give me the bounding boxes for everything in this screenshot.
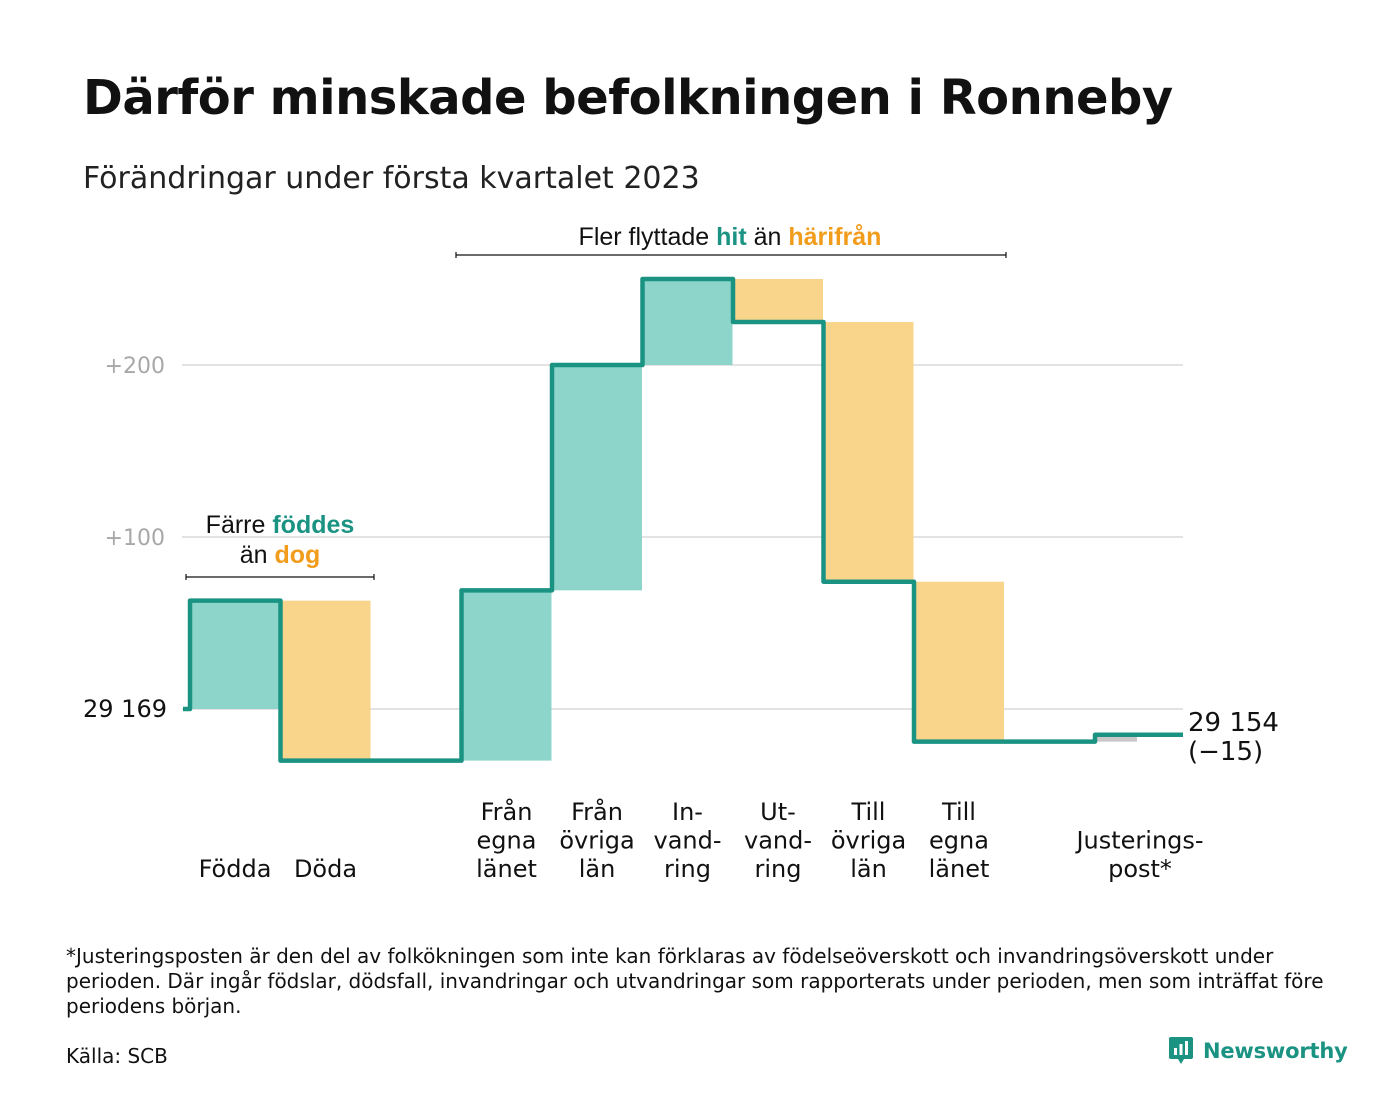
category-label-line: Födda — [199, 855, 272, 883]
waterfall-bar — [733, 279, 823, 322]
category-label-line: länet — [929, 855, 990, 883]
bars — [190, 279, 1137, 761]
category-label-line: övriga — [831, 827, 906, 855]
category-label-line: egna — [929, 827, 989, 855]
step-line-group — [183, 276, 1183, 763]
annotation-highlight: dog — [274, 541, 320, 569]
annotation-text: än — [747, 223, 789, 251]
category-label: Döda — [294, 855, 357, 883]
waterfall-bar — [461, 590, 552, 761]
annotation-highlight: hit — [716, 223, 747, 251]
waterfall-bar — [642, 279, 733, 365]
category-label-line: Ut- — [760, 798, 796, 826]
category-label-line: övriga — [559, 827, 634, 855]
chart-subtitle: Förändringar under första kvartalet 2023 — [83, 161, 700, 196]
brand-logo[interactable]: Newsworthy — [1168, 1036, 1348, 1066]
waterfall-bar — [914, 581, 1004, 742]
waterfall-bar — [823, 322, 914, 582]
category-label-line: län — [850, 855, 887, 883]
chart-title: Därför minskade befolkningen i Ronneby — [83, 70, 1173, 126]
annotation-highlight: föddes — [272, 511, 354, 539]
waterfall-bar — [190, 600, 280, 709]
footnote: *Justeringsposten är den del av folkökni… — [66, 944, 1324, 1018]
category-label-line: In- — [672, 798, 703, 826]
start-value-label: 29 169 — [83, 695, 167, 723]
category-label: Från övriga län — [559, 797, 634, 883]
category-label-line: ring — [755, 855, 802, 883]
category-label: Från egna länet — [476, 797, 537, 883]
annotation-text: Fler flyttade — [579, 223, 717, 251]
end-value-label: 29 154 — [1188, 708, 1279, 738]
category-label: Ut-vand-ring — [744, 798, 812, 883]
births-annotation-line2: än dog — [240, 541, 321, 569]
category-label-line: länet — [476, 855, 537, 883]
category-label-line: Justerings- — [1074, 827, 1203, 855]
category-label-line: ring — [664, 855, 711, 883]
annotation-text: än — [240, 541, 275, 569]
y-tick-label: +100 — [105, 526, 165, 551]
births-annotation-line1: Färre föddes — [206, 511, 355, 539]
category-label-line: Till — [941, 798, 976, 826]
category-label-line: post* — [1108, 855, 1172, 883]
category-label: Till övriga län — [831, 798, 906, 883]
category-label-line: vand- — [744, 827, 812, 855]
y-tick-label: +200 — [105, 354, 165, 379]
annotation-text: Färre — [206, 511, 273, 539]
category-label: In-vand-ring — [653, 798, 721, 883]
category-label-line: Till — [851, 798, 886, 826]
category-label-line: Från — [481, 797, 533, 826]
waterfall-bar — [552, 365, 642, 591]
source-note: Källa: SCB — [66, 1044, 168, 1068]
category-label-line: län — [579, 855, 616, 883]
category-label-line: Döda — [294, 855, 357, 883]
migration-annotation: Fler flyttade hit än härifrån — [579, 223, 882, 251]
category-label: Födda — [199, 855, 272, 883]
waterfall-bar — [280, 600, 371, 761]
change-label: (−15) — [1188, 737, 1263, 767]
category-label-line: Från — [571, 797, 623, 826]
category-label-line: egna — [477, 827, 537, 855]
annotation-highlight: härifrån — [788, 223, 881, 251]
newsworthy-logo-icon — [1169, 1037, 1193, 1064]
brand-name: Newsworthy — [1203, 1039, 1348, 1063]
waterfall-bar — [1095, 734, 1137, 742]
category-label: Till egna länet — [929, 798, 990, 883]
step-line — [183, 276, 1183, 763]
category-label-line: vand- — [653, 827, 721, 855]
category-label: Justerings-post* — [1074, 827, 1203, 884]
